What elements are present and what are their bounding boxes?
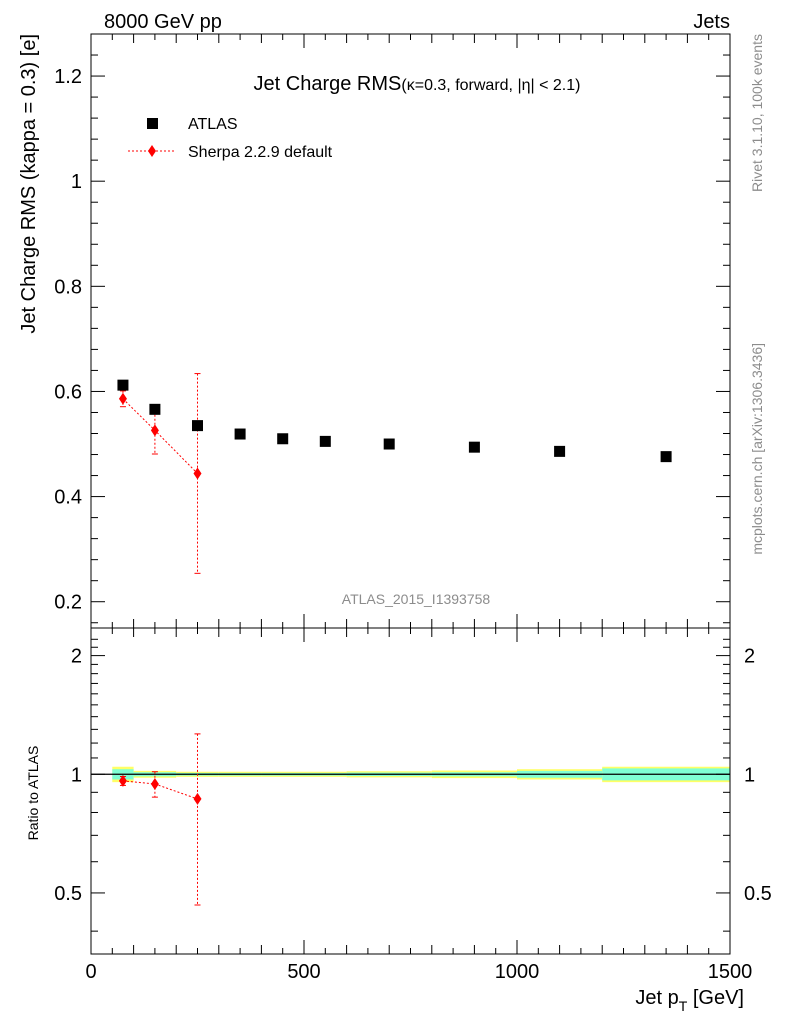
legend-atlas-label: ATLAS: [188, 116, 238, 133]
ratio-tick-label-right: 2: [744, 646, 755, 668]
sherpa-ratio-series: [118, 733, 202, 906]
x-axis-ticks: 0 500 1000 1500: [85, 34, 752, 983]
legend-sherpa-marker: [148, 145, 156, 157]
y-axis-label: Jet Charge RMS (kappa = 0.3) [e]: [18, 34, 40, 334]
y-tick-label: 0.2: [54, 592, 82, 614]
sherpa-point: [193, 467, 202, 480]
sherpa-point: [150, 424, 159, 437]
ratio-y-axis-label: Ratio to ATLAS: [25, 746, 41, 841]
legend-sherpa-label: Sherpa 2.2.9 default: [188, 144, 333, 161]
x-tick-label: 1000: [495, 961, 540, 983]
mcplots-reference-label: mcplots.cern.ch [arXiv:1306.3436]: [749, 343, 765, 555]
ratio-tick-label: 0.5: [54, 883, 82, 905]
atlas-point: [319, 435, 331, 447]
y-tick-label: 1: [71, 171, 82, 193]
atlas-point: [660, 451, 672, 463]
sherpa-ratio-point: [150, 777, 159, 790]
atlas-point: [277, 433, 289, 445]
plot-title: Jet Charge RMS(κ=0.3, forward, |η| < 2.1…: [254, 73, 581, 95]
sherpa-ratio-point: [118, 774, 127, 787]
sherpa-series: [118, 373, 202, 574]
rivet-version-label: Rivet 3.1.10, 100k events: [749, 34, 765, 192]
y-tick-label: 0.4: [54, 487, 82, 509]
atlas-series: [117, 379, 672, 463]
x-axis-label-unit: [GeV]: [687, 987, 744, 1009]
header-energy-label: 8000 GeV pp: [104, 11, 222, 33]
plot-title-sub: (κ=0.3, forward, |η| < 2.1): [401, 77, 580, 94]
ratio-tick-label: 1: [71, 764, 82, 786]
atlas-point: [149, 403, 161, 415]
atlas-point: [117, 379, 129, 391]
x-axis-label: Jet pT [GeV]: [635, 987, 744, 1014]
main-axis-ticks: 0.2 0.4 0.6 0.8 1 1.2: [54, 33, 730, 624]
y-tick-label: 0.6: [54, 381, 82, 403]
x-axis-label-main: Jet p: [635, 987, 678, 1009]
x-tick-label: 500: [287, 961, 320, 983]
x-tick-label: 0: [85, 961, 96, 983]
x-tick-label: 1500: [708, 961, 753, 983]
analysis-id-label: ATLAS_2015_I1393758: [342, 591, 491, 607]
main-plot-frame: [90, 33, 731, 629]
legend: ATLAS Sherpa 2.2.9 default: [128, 116, 333, 161]
y-tick-label: 0.8: [54, 276, 82, 298]
atlas-point: [383, 438, 395, 450]
legend-atlas-marker: [147, 118, 158, 129]
atlas-point: [192, 420, 203, 432]
x-axis-label-sub: T: [679, 998, 688, 1014]
atlas-point: [468, 441, 480, 453]
ratio-axis-ticks: 0.5 0.5 1 1 2 2: [54, 638, 772, 932]
atlas-point: [234, 428, 246, 440]
y-tick-label: 1.2: [54, 66, 82, 88]
sherpa-point: [118, 392, 127, 405]
ratio-tick-label-right: 0.5: [744, 883, 772, 905]
ratio-tick-label-right: 1: [744, 764, 755, 786]
plot-title-main: Jet Charge RMS: [254, 73, 402, 95]
sherpa-ratio-point: [193, 792, 202, 805]
ratio-tick-label: 2: [71, 646, 82, 668]
sherpa-ratio-line: [122, 780, 198, 800]
ratio-plot-frame: [90, 627, 731, 955]
atlas-point: [554, 445, 566, 457]
header-process-label: Jets: [693, 11, 730, 33]
